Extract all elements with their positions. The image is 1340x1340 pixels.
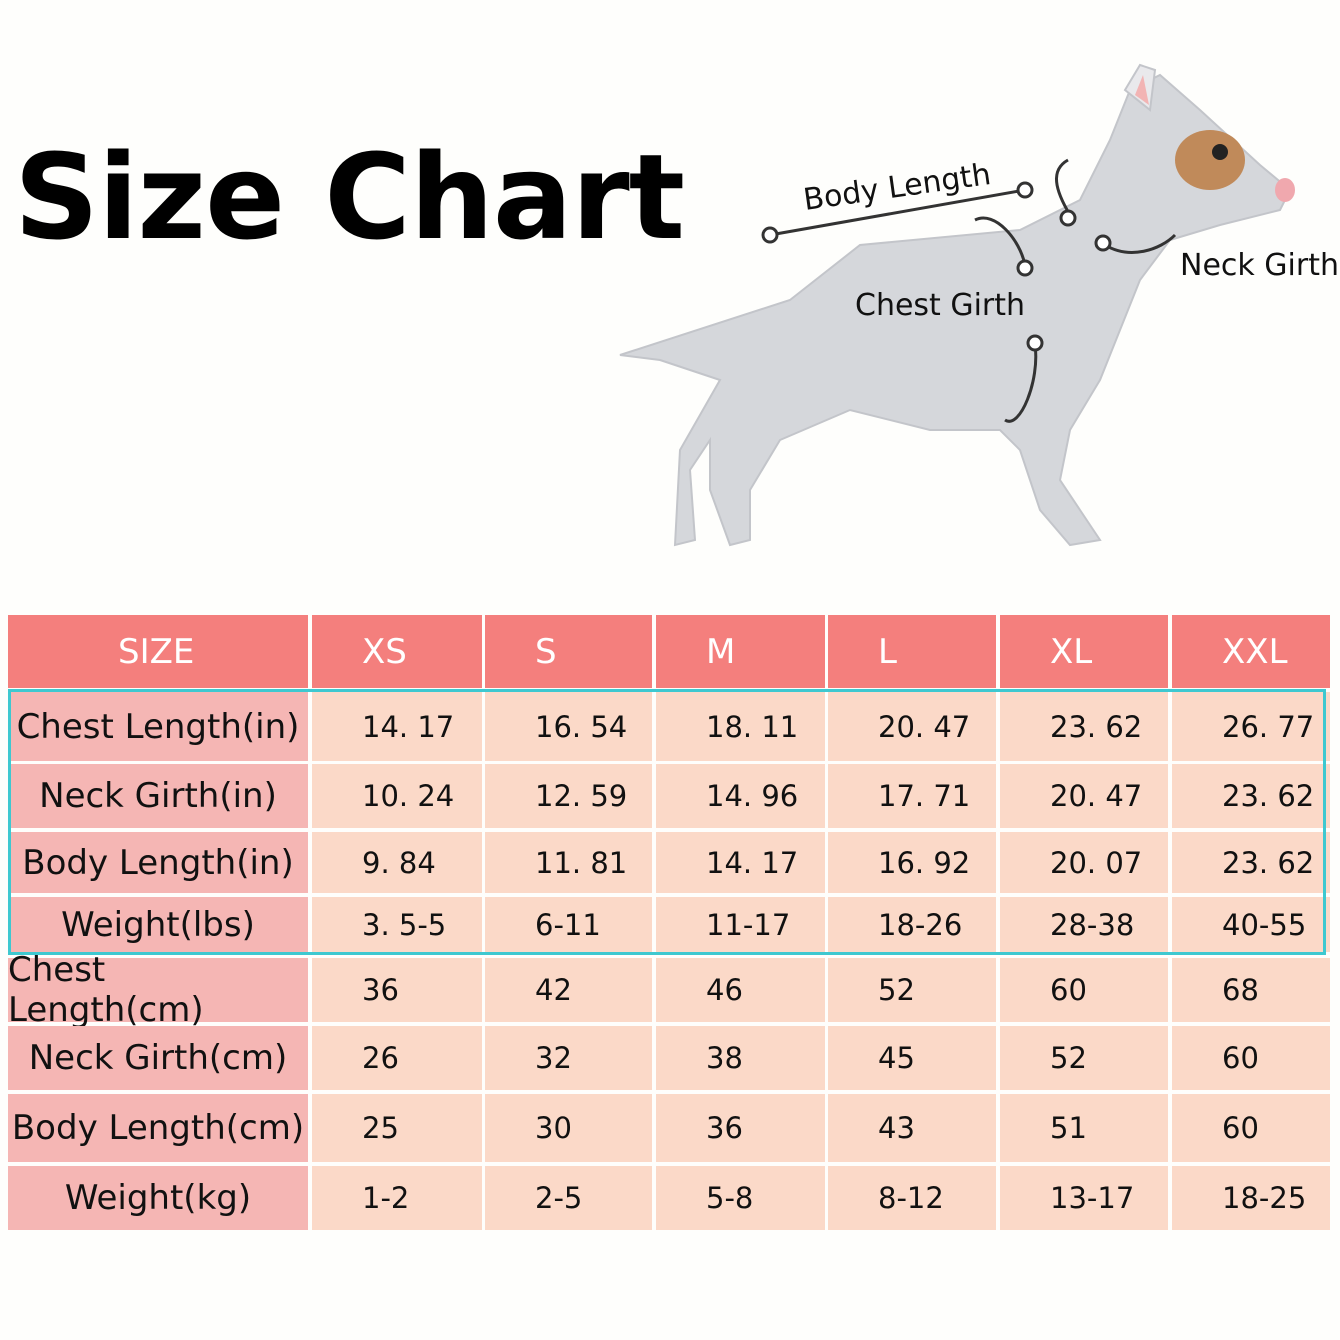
table-cell: 20. 07	[1000, 832, 1168, 893]
table-cell: 18-25	[1172, 1166, 1330, 1230]
dog-diagram: Body Length Neck Girth Chest Girth	[619, 63, 1339, 547]
table-cell: 18-26	[828, 897, 996, 952]
table-cell: 14. 96	[656, 764, 825, 828]
table-cell: 16. 54	[485, 692, 652, 761]
table-cell: 11. 81	[485, 832, 652, 893]
table-cell: 68	[1172, 958, 1330, 1022]
table-cell: 30	[485, 1094, 652, 1162]
table-cell: 52	[828, 958, 996, 1022]
diagram-label: Neck Girth	[1180, 248, 1339, 283]
table-cell: 26. 77	[1172, 692, 1330, 761]
row-label: Weight(kg)	[8, 1166, 308, 1230]
table-cell: 13-17	[1000, 1166, 1168, 1230]
table-cell: 5-8	[656, 1166, 825, 1230]
row-label: Body Length(cm)	[8, 1094, 308, 1162]
table-cell: 32	[485, 1026, 652, 1090]
table-cell: 45	[828, 1026, 996, 1090]
row-label: Chest Length(in)	[8, 692, 308, 761]
table-cell: 26	[312, 1026, 482, 1090]
row-label: Neck Girth(in)	[8, 764, 308, 828]
table-cell: 14. 17	[312, 692, 482, 761]
header-cell: XL	[1000, 615, 1168, 688]
table-cell: 23. 62	[1172, 764, 1330, 828]
table-cell: 25	[312, 1094, 482, 1162]
table-cell: 14. 17	[656, 832, 825, 893]
table-cell: 6-11	[485, 897, 652, 952]
row-label: Weight(lbs)	[8, 897, 308, 952]
table-cell: 43	[828, 1094, 996, 1162]
header-cell: S	[485, 615, 652, 688]
table-cell: 8-12	[828, 1166, 996, 1230]
header-cell: M	[656, 615, 825, 688]
table-cell: 60	[1000, 958, 1168, 1022]
header-cell: XXL	[1172, 615, 1330, 688]
table-cell: 20. 47	[828, 692, 996, 761]
table-cell: 36	[656, 1094, 825, 1162]
table-cell: 40-55	[1172, 897, 1330, 952]
table-cell: 17. 71	[828, 764, 996, 828]
table-cell: 10. 24	[312, 764, 482, 828]
table-cell: 23. 62	[1000, 692, 1168, 761]
header-cell: XS	[312, 615, 482, 688]
row-label: Chest Length(cm)	[8, 950, 308, 1030]
table-cell: 9. 84	[312, 832, 482, 893]
table-cell: 23. 62	[1172, 832, 1330, 893]
table-cell: 52	[1000, 1026, 1168, 1090]
table-cell: 28-38	[1000, 897, 1168, 952]
row-label: Body Length(in)	[8, 832, 308, 893]
table-cell: 60	[1172, 1026, 1330, 1090]
row-label: Neck Girth(cm)	[8, 1026, 308, 1090]
diagram-label: Chest Girth	[855, 288, 1025, 323]
table-cell: 46	[656, 958, 825, 1022]
table-cell: 20. 47	[1000, 764, 1168, 828]
table-cell: 12. 59	[485, 764, 652, 828]
table-cell: 38	[656, 1026, 825, 1090]
table-cell: 42	[485, 958, 652, 1022]
table-cell: 2-5	[485, 1166, 652, 1230]
table-cell: 11-17	[656, 897, 825, 952]
table-cell: 36	[312, 958, 482, 1022]
header-cell: L	[828, 615, 996, 688]
table-cell: 3. 5-5	[312, 897, 482, 952]
table-cell: 51	[1000, 1094, 1168, 1162]
title: Size Chart	[14, 128, 685, 266]
header-cell: SIZE	[8, 615, 308, 688]
table-cell: 18. 11	[656, 692, 825, 761]
table-cell: 16. 92	[828, 832, 996, 893]
table-cell: 1-2	[312, 1166, 482, 1230]
table-cell: 60	[1172, 1094, 1330, 1162]
